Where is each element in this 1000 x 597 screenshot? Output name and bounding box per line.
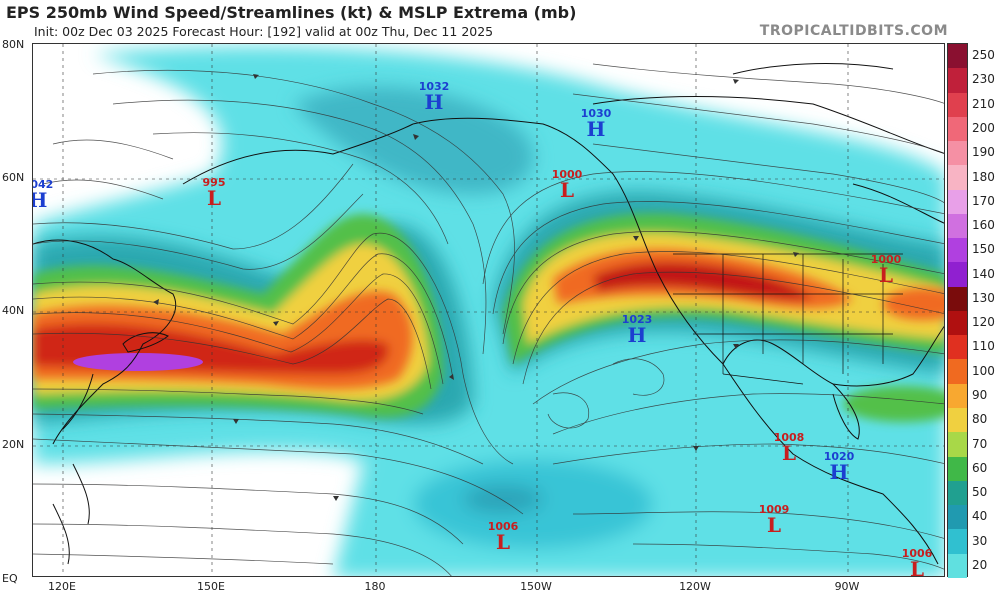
map-title: EPS 250mb Wind Speed/Streamlines (kt) & … (6, 3, 577, 22)
streamline-arrows (153, 74, 799, 501)
lon-label: 120E (48, 580, 76, 593)
colorbar-label: 180 (972, 169, 995, 184)
low-pressure-marker: 1006 L (901, 547, 933, 577)
map-subtitle: Init: 00z Dec 03 2025 Forecast Hour: [19… (34, 24, 494, 39)
low-pressure-marker: 1000 L (551, 168, 583, 202)
colorbar (947, 43, 968, 578)
colorbar-segment (948, 383, 967, 408)
brand-logo-text: TROPICALTIDBITS.COM (759, 23, 948, 39)
colorbar-label: 200 (972, 120, 995, 135)
colorbar-segment (948, 262, 967, 287)
high-pressure-marker: 1032 H (418, 80, 450, 114)
colorbar-label: 60 (972, 460, 988, 475)
high-pressure-marker: 1042H (33, 178, 54, 210)
lat-label: 20N (2, 438, 25, 451)
colorbar-segment (948, 529, 967, 554)
colorbar-label: 130 (972, 290, 995, 305)
colorbar-label: 140 (972, 266, 995, 281)
lon-label: 180 (364, 580, 386, 593)
coastlines (33, 63, 944, 565)
colorbar-label: 150 (972, 242, 995, 257)
low-pressure-marker: 1000 L (870, 253, 902, 287)
high-pressure-marker: 1030 H (580, 107, 612, 141)
colorbar-segment (948, 456, 967, 481)
low-pressure-marker: 995 L (202, 176, 226, 210)
colorbar-segment (948, 213, 967, 239)
lon-label: 150E (197, 580, 225, 593)
streamlines (33, 63, 944, 576)
colorbar-segment (948, 286, 967, 311)
colorbar-segment (948, 310, 967, 336)
colorbar-segment (948, 189, 967, 214)
colorbar-label: 230 (972, 72, 995, 87)
colorbar-segment (948, 68, 967, 93)
colorbar-label: 20 (972, 557, 988, 572)
jet-max (73, 353, 203, 371)
colorbar-label: 70 (972, 436, 988, 451)
wind-field-low (33, 46, 944, 576)
colorbar-label: 100 (972, 363, 995, 378)
colorbar-label: 40 (972, 509, 988, 524)
colorbar-label: 80 (972, 412, 988, 427)
colorbar-segment (948, 553, 967, 578)
graticule (33, 44, 944, 576)
high-pressure-marker: 1023 H (621, 313, 653, 347)
political-borders (673, 253, 903, 385)
colorbar-segment (948, 407, 967, 433)
colorbar-segment (948, 44, 967, 69)
colorbar-segment (948, 92, 967, 117)
lon-label: 90W (834, 580, 860, 593)
lon-label: 150W (520, 580, 552, 593)
colorbar-segment (948, 141, 967, 166)
colorbar-label: 160 (972, 218, 995, 233)
colorbar-segment (948, 432, 967, 457)
colorbar-label: 210 (972, 96, 995, 111)
colorbar-label: 50 (972, 485, 988, 500)
colorbar-segment (948, 116, 967, 142)
lat-label: 80N (2, 38, 25, 51)
colorbar-label: 170 (972, 193, 995, 208)
colorbar-segment (948, 335, 967, 360)
colorbar-label: 90 (972, 387, 988, 402)
colorbar-label: 190 (972, 145, 995, 160)
colorbar-label: 120 (972, 315, 995, 330)
high-pressure-marker: 1020 H (823, 450, 855, 484)
colorbar-segment (948, 505, 967, 530)
lon-label: 120W (679, 580, 711, 593)
lat-label: 40N (2, 304, 25, 317)
low-pressure-marker: 1008 L (773, 431, 805, 465)
map-canvas (33, 44, 944, 576)
colorbar-label: 250 (972, 48, 995, 63)
low-pressure-marker: 1009 L (758, 503, 790, 537)
colorbar-segment (948, 165, 967, 190)
colorbar-segment (948, 238, 967, 263)
colorbar-label: 30 (972, 533, 988, 548)
colorbar-label: 110 (972, 339, 995, 354)
low-pressure-marker: 1006 L (487, 520, 519, 554)
colorbar-segment (948, 359, 967, 384)
lat-label: 60N (2, 171, 25, 184)
colorbar-segment (948, 480, 967, 506)
lat-label: EQ (2, 572, 18, 585)
